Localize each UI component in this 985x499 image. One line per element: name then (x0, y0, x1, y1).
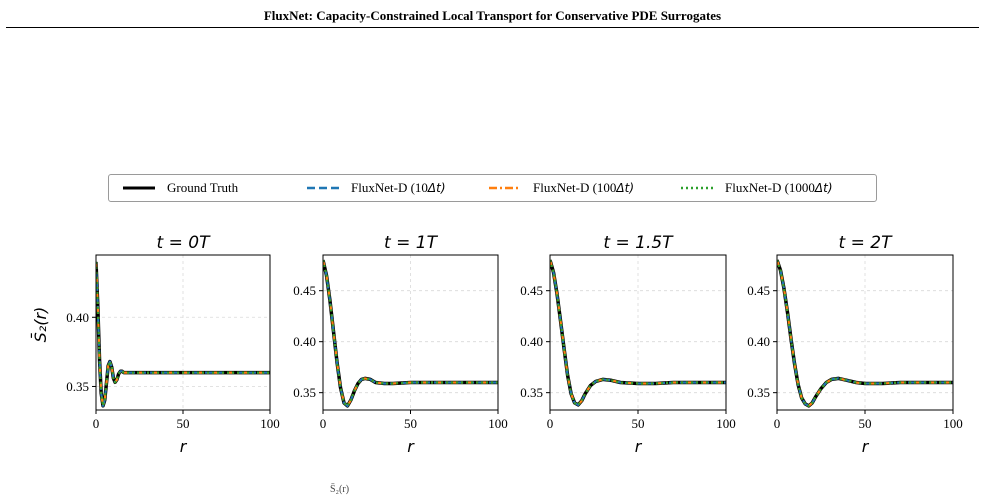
legend-label-fluxnet-10-suffix: Δt) (427, 181, 446, 195)
y-tick-label-0: 0.35 (520, 385, 543, 400)
y-tick-label-0: 0.35 (747, 385, 770, 400)
x-tick-label-100: 100 (716, 416, 736, 431)
legend-item-ground-truth: Ground Truth (121, 175, 238, 201)
x-axis-label: r (862, 437, 870, 456)
y-tick-label-1: 0.40 (293, 334, 316, 349)
legend-label-fluxnet-100: FluxNet-D (100Δt) (533, 180, 634, 196)
legend-label-ground-truth: Ground Truth (167, 180, 239, 195)
x-tick-label-50: 50 (632, 416, 645, 431)
series-line-4 (96, 261, 270, 407)
paper-running-header: FluxNet: Capacity-Constrained Local Tran… (263, 8, 722, 23)
legend-item-fluxnet-100: FluxNet-D (100Δt) (487, 175, 634, 201)
panel-4: 0 50 100 0.35 0.40 0.45 t = 2T r (747, 233, 963, 456)
series-group (323, 259, 498, 408)
y-axis-label: S̄₂(r) (31, 307, 50, 343)
legend-item-fluxnet-10: FluxNet-D (10Δt) (305, 175, 446, 201)
x-tick-label-50: 50 (859, 416, 872, 431)
y-tick-label-2: 0.45 (293, 283, 316, 298)
legend-label-fluxnet-100-suffix: Δt) (616, 181, 635, 195)
legend-label-fluxnet-1000-suffix: Δt) (814, 181, 833, 195)
legend-item-fluxnet-1000: FluxNet-D (1000Δt) (679, 175, 833, 201)
panel-3: 0 50 100 0.35 0.40 0.45 t = 1.5T r (520, 233, 736, 456)
legend-label-fluxnet-10-prefix: FluxNet-D (10 (351, 180, 428, 195)
x-tick-label-0: 0 (774, 416, 781, 431)
x-axis-label: r (407, 437, 415, 456)
series-group (96, 261, 270, 408)
y-tick-label-1: 0.40 (747, 334, 770, 349)
x-axis-label: r (180, 437, 188, 456)
x-tick-label-0: 0 (547, 416, 554, 431)
panel-title: t = 1T (384, 233, 439, 253)
legend-label-fluxnet-1000: FluxNet-D (1000Δt) (725, 180, 833, 196)
y-tick-label-1: 0.40 (66, 310, 89, 325)
series-line-4 (550, 259, 726, 406)
axes-frame (776, 254, 954, 411)
legend-label-fluxnet-10: FluxNet-D (10Δt) (351, 180, 446, 196)
panel-1: 0 50 100 0.35 0.40 t = 0T r S̄₂(r) (31, 233, 280, 456)
header-rule (6, 27, 979, 28)
y-tick-label-0: 0.35 (66, 379, 89, 394)
legend-swatch-fluxnet-10 (307, 186, 339, 190)
x-tick-label-100: 100 (943, 416, 963, 431)
series-group (777, 259, 953, 408)
x-tick-label-50: 50 (177, 416, 190, 431)
x-tick-label-0: 0 (320, 416, 327, 431)
x-tick-label-0: 0 (93, 416, 100, 431)
legend-swatch-fluxnet-100 (489, 186, 521, 190)
y-tick-label-2: 0.45 (520, 283, 543, 298)
x-axis-label: r (635, 437, 643, 456)
legend-swatch-ground-truth (123, 186, 155, 190)
legend-label-fluxnet-1000-prefix: FluxNet-D (1000 (725, 180, 815, 195)
legend-label-fluxnet-100-prefix: FluxNet-D (100 (533, 180, 617, 195)
panel-title: t = 0T (157, 233, 212, 253)
figure-legend: Ground Truth FluxNet-D (10Δt) FluxNet-D … (108, 174, 877, 202)
panel-title: t = 1.5T (603, 233, 674, 253)
y-tick-label-1: 0.40 (520, 334, 543, 349)
series-line-4 (777, 259, 953, 407)
legend-swatch-fluxnet-1000 (681, 186, 713, 190)
axes-frame (549, 254, 727, 411)
x-tick-label-50: 50 (404, 416, 417, 431)
y-tick-label-0: 0.35 (293, 385, 316, 400)
series-group (550, 259, 726, 407)
y-tick-label-2: 0.45 (747, 283, 770, 298)
axes-frame (322, 254, 499, 411)
series-line-3 (323, 259, 498, 407)
caption-fragment: S̄₂(r) (330, 484, 350, 495)
x-tick-label-100: 100 (260, 416, 280, 431)
x-tick-label-100: 100 (488, 416, 508, 431)
panel-2: 0 50 100 0.35 0.40 0.45 t = 1T r (293, 233, 508, 456)
panel-title: t = 2T (839, 233, 894, 253)
